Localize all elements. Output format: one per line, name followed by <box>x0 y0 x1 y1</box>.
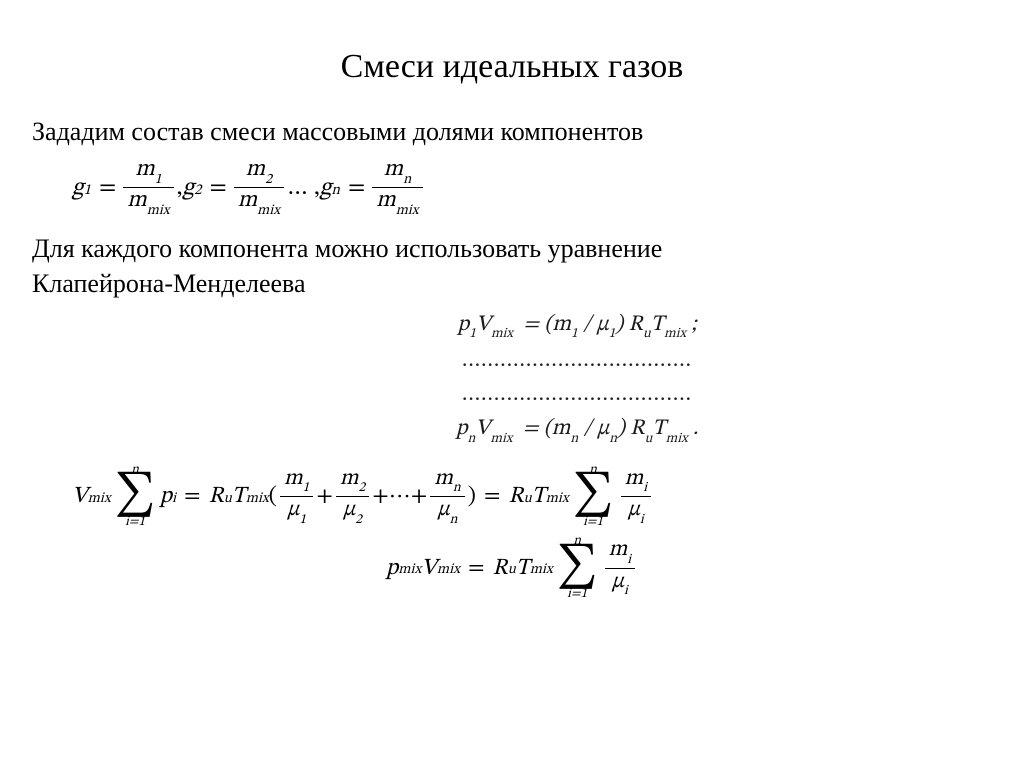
equation-mixture-pressure: pmix Vmix = Ru Tmix n ∑ i=1 miμi <box>32 535 992 601</box>
sub-2: 2 <box>194 181 201 200</box>
sigma-3: n ∑ i=1 <box>557 535 598 601</box>
var-gn: g <box>320 173 332 203</box>
frac-mn-mmix: mn mmix <box>372 159 422 217</box>
ellipsis-1: … , <box>287 173 320 203</box>
sub-n: n <box>331 181 340 200</box>
equals-n: = <box>348 173 365 203</box>
frac-m2-mmix: m2 mmix <box>234 159 284 217</box>
clapeyron-dots-2: .................................... <box>32 381 992 409</box>
paragraph-1: Зададим состав смеси массовыми долями ко… <box>32 114 992 149</box>
page-title: Смеси идеальных газов <box>32 48 992 86</box>
equation-sum-expanded: Vmix n ∑ i=1 pi = Ru Tmix ( m1μ1 + m2μ2 … <box>72 464 992 530</box>
var-g1: g <box>72 173 84 203</box>
sub-1: 1 <box>84 181 91 200</box>
clapeyron-dots-1: .................................... <box>32 347 992 375</box>
equals-1: = <box>99 173 116 203</box>
clapeyron-row-n: pnVmix = (mn / μn) RuTmix . <box>32 415 992 445</box>
frac-m1-mmix: m1 mmix <box>123 159 173 217</box>
equation-mass-fractions: g1 = m1 mmix , g2 = m2 mmix … , gn = mn … <box>72 159 992 217</box>
clapeyron-equations: p1Vmix = (m1 / μ1) RuTmix ; ............… <box>32 311 992 446</box>
equals-2: = <box>209 173 226 203</box>
sigma-2: n ∑ i=1 <box>573 464 614 530</box>
var-g2: g <box>182 173 194 203</box>
paragraph-2: Для каждого компонента можно использоват… <box>32 231 992 301</box>
paragraph-2-line-2: Клапейрона-Менделеева <box>32 269 306 298</box>
clapeyron-row-1: p1Vmix = (m1 / μ1) RuTmix ; <box>32 311 992 341</box>
sigma-1: n ∑ i=1 <box>115 464 156 530</box>
paragraph-2-line-1: Для каждого компонента можно использоват… <box>32 234 662 263</box>
